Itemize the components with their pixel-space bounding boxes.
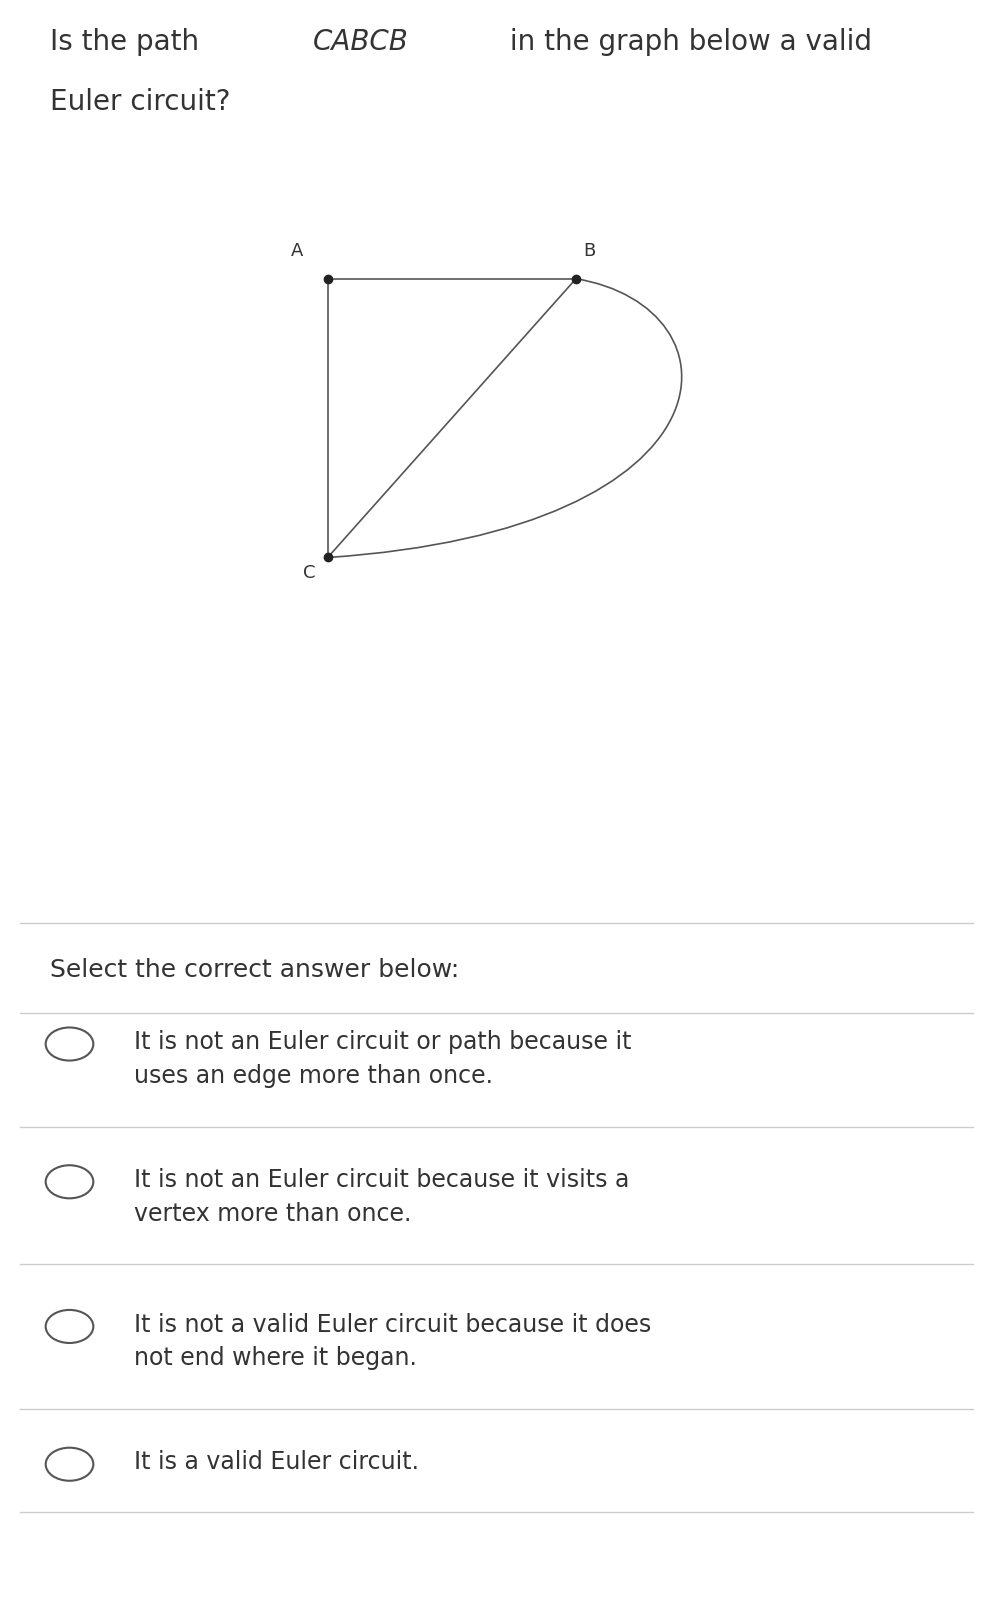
Text: A: A (291, 242, 303, 260)
Text: B: B (583, 242, 596, 260)
Text: C: C (303, 564, 316, 583)
Text: It is not a valid Euler circuit because it does
not end where it began.: It is not a valid Euler circuit because … (134, 1312, 651, 1370)
Text: CABCB: CABCB (313, 27, 408, 56)
Text: in the graph below a valid: in the graph below a valid (501, 27, 873, 56)
Text: Select the correct answer below:: Select the correct answer below: (50, 958, 459, 982)
Text: Euler circuit?: Euler circuit? (50, 88, 230, 117)
Text: It is not an Euler circuit or path because it
uses an edge more than once.: It is not an Euler circuit or path becau… (134, 1030, 632, 1088)
Text: It is a valid Euler circuit.: It is a valid Euler circuit. (134, 1450, 419, 1474)
Text: Is the path: Is the path (50, 27, 208, 56)
Text: It is not an Euler circuit because it visits a
vertex more than once.: It is not an Euler circuit because it vi… (134, 1168, 630, 1226)
